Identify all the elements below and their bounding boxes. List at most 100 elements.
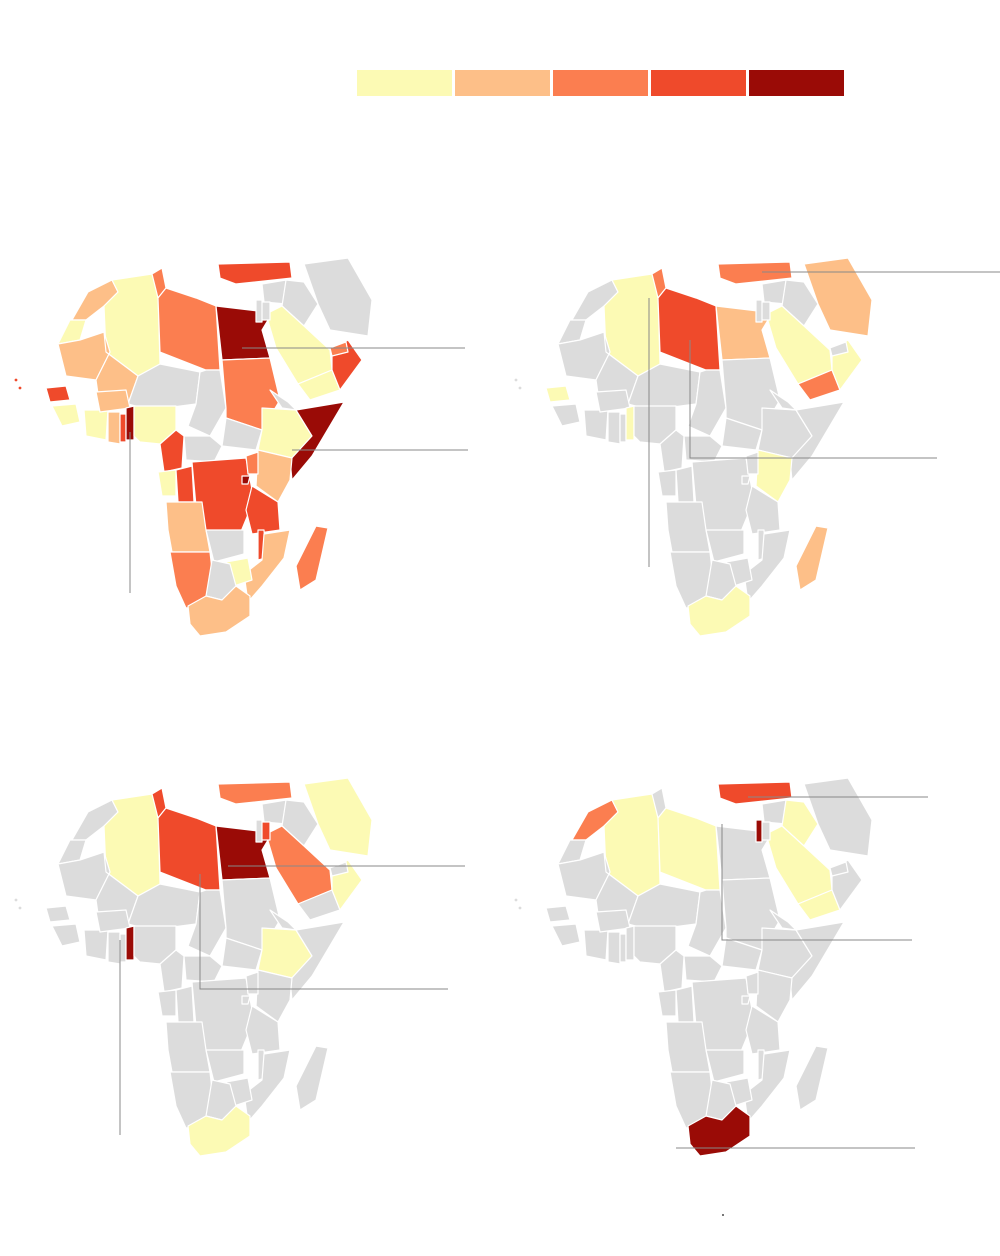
map-2-region-south-sudan: [721, 417, 763, 451]
map-1-region-ghana: [107, 411, 121, 445]
map-4-region-madagascar: [795, 1045, 829, 1111]
map-1-region-guinea: [51, 403, 81, 427]
legend-swatch-5: [749, 70, 844, 96]
map-1-island-dot: [14, 378, 18, 382]
map-4-region-angola: [665, 1021, 711, 1073]
map-3-island-dot: [14, 898, 18, 902]
map-2-region-zambia: [705, 529, 745, 563]
map-2-region-tanzania: [745, 485, 781, 535]
map-2-region-saudi-arabia: [765, 305, 833, 385]
map-3-region-libya: [157, 807, 221, 891]
map-1-region-senegal: [45, 385, 71, 403]
map-1-region-somalia: [289, 401, 345, 481]
map-1-region-south-africa: [187, 585, 251, 637]
map-2-region-senegal: [545, 385, 571, 403]
map-4-region-rwanda: [741, 995, 751, 1005]
map-3-region-uganda: [245, 971, 259, 995]
map-2: [514, 257, 1000, 637]
map-1-region-israel: [255, 299, 263, 323]
map-1: [14, 257, 468, 637]
map-3-region-somalia: [289, 921, 345, 1001]
map-2-region-congo: [675, 465, 695, 503]
map-2-region-uganda: [745, 451, 759, 475]
map-panel-4: [500, 760, 1000, 1180]
map-4-region-somalia: [789, 921, 845, 1001]
map-4-region-car: [683, 955, 723, 983]
map-3-region-burkina-faso: [95, 909, 131, 933]
map-3-region-ghana: [107, 931, 121, 965]
map-1-region-togo: [119, 413, 127, 443]
map-3-region-madagascar: [295, 1045, 329, 1111]
map-3-region-ivory-coast: [83, 929, 109, 961]
map-2-region-turkey: [717, 261, 793, 285]
map-1-region-cameroon: [159, 429, 185, 473]
map-2-region-togo: [619, 413, 627, 443]
map-1-region-ivory-coast: [83, 409, 109, 441]
map-2-island-dot: [514, 378, 518, 382]
map-3-region-turkey: [217, 781, 293, 805]
map-4-region-kenya: [755, 969, 793, 1023]
map-1-region-turkey: [217, 261, 293, 285]
map-3: [14, 777, 465, 1157]
map-3-region-togo: [119, 933, 127, 963]
map-1-region-congo: [175, 465, 195, 503]
map-1-island-dot: [18, 386, 22, 390]
map-1-region-kenya: [255, 449, 293, 503]
map-2-island-dot: [518, 386, 522, 390]
map-2-region-mozambique: [743, 529, 791, 603]
map-2-region-angola: [665, 501, 711, 553]
map-1-region-uganda: [245, 451, 259, 475]
map-4-region-togo: [619, 933, 627, 963]
map-3-region-iraq: [281, 799, 319, 847]
map-3-region-chad: [187, 889, 227, 957]
map-2-region-chad: [687, 369, 727, 437]
map-4-region-ivory-coast: [583, 929, 609, 961]
map-panel-3: [0, 760, 500, 1180]
map-4-region-benin: [625, 925, 635, 961]
map-1-region-gabon: [157, 469, 177, 497]
map-3-region-senegal: [45, 905, 71, 923]
map-3-region-south-africa: [187, 1105, 251, 1157]
map-3-region-zambia: [205, 1049, 245, 1083]
map-4-region-south-sudan: [721, 937, 763, 971]
map-1-region-mozambique: [243, 529, 291, 603]
map-4-region-ghana: [607, 931, 621, 965]
map-3-region-saudi-arabia: [265, 825, 333, 905]
map-1-region-saudi-arabia: [265, 305, 333, 385]
map-4-region-libya: [657, 807, 721, 891]
map-1-region-zambia: [205, 529, 245, 563]
map-2-region-ghana: [607, 411, 621, 445]
map-4-region-iraq: [781, 799, 819, 847]
map-4-region-turkey: [717, 781, 793, 805]
map-3-region-angola: [165, 1021, 211, 1073]
map-3-island-dot: [18, 906, 22, 910]
map-4-region-saudi-arabia: [765, 825, 833, 905]
map-1-region-benin: [125, 405, 135, 441]
map-1-region-burkina-faso: [95, 389, 131, 413]
map-4-region-south-africa: [687, 1105, 751, 1157]
map-3-leader-line: [199, 874, 448, 990]
map-2-region-gabon: [657, 469, 677, 497]
map-4-region-israel: [755, 819, 763, 843]
map-2-region-benin: [625, 405, 635, 441]
map-1-region-south-sudan: [221, 417, 263, 451]
map-2-region-uae: [829, 341, 849, 357]
map-4-region-uae: [829, 861, 849, 877]
map-3-region-tanzania: [245, 1005, 281, 1055]
map-4-region-congo: [675, 985, 695, 1023]
map-3-region-benin: [125, 925, 135, 961]
map-4-region-mozambique: [743, 1049, 791, 1123]
map-2-region-guinea: [551, 403, 581, 427]
map-4-region-guinea: [551, 923, 581, 947]
map-1-region-libya: [157, 287, 221, 371]
map-4-region-gabon: [657, 989, 677, 1017]
map-3-region-mozambique: [243, 1049, 291, 1123]
map-3-region-kenya: [255, 969, 293, 1023]
map-1-region-tanzania: [245, 485, 281, 535]
legend-swatch-2: [455, 70, 550, 96]
map-4-island-dot: [514, 898, 518, 902]
map-4-region-burkina-faso: [595, 909, 631, 933]
map-2-region-car: [683, 435, 723, 463]
map-2-region-ivory-coast: [583, 409, 609, 441]
map-1-region-chad: [187, 369, 227, 437]
